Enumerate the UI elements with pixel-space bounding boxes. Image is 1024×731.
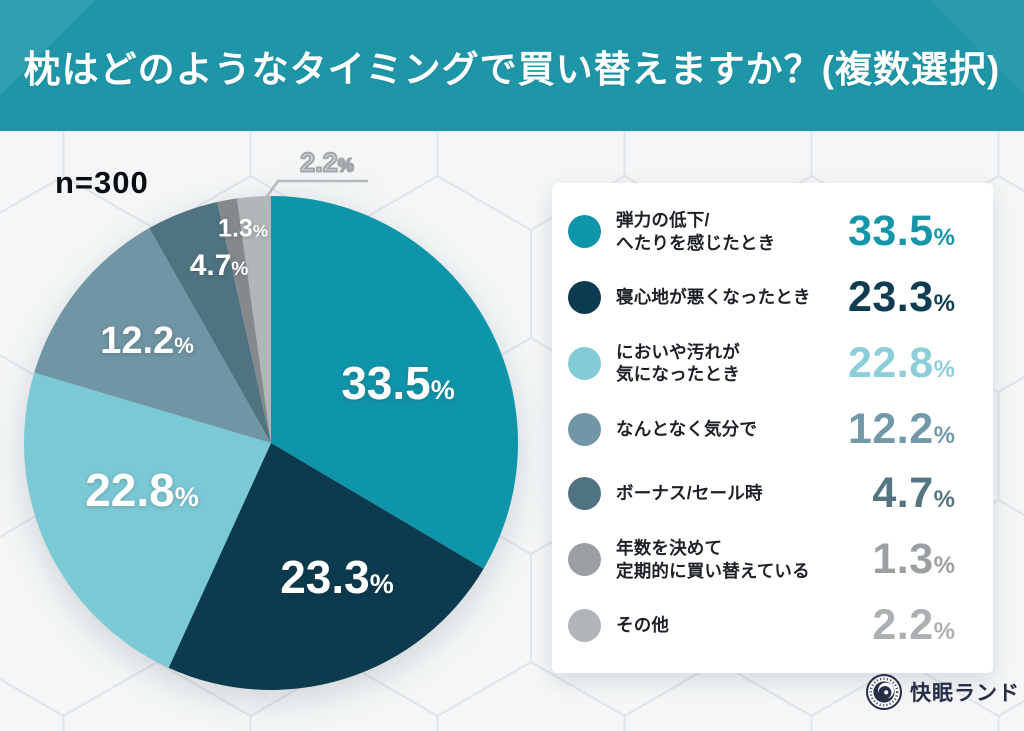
page-header: 枕はどのようなタイミングで買い替えますか？(複数選択)	[0, 0, 1024, 131]
pie-outside-label-6: 2.2%	[299, 147, 355, 178]
legend-card: 弾力の低下/へたりを感じたとき 33.5% 寝心地が悪くなったとき 23.3% においや…	[552, 183, 993, 673]
pie-slice-4	[149, 201, 271, 443]
legend-label: 寝心地が悪くなったとき	[616, 287, 811, 308]
legend-label: その他	[616, 615, 670, 636]
legend-label: なんとなく気分で	[616, 418, 758, 439]
legend-dot-icon	[568, 608, 601, 642]
pie-value-label-3: 12.2%	[100, 320, 194, 362]
legend-value: 4.7%	[872, 469, 955, 518]
pie-slice-0	[271, 196, 518, 569]
legend-label: 弾力の低下/へたりを感じたとき	[616, 210, 776, 253]
legend-value: 22.8%	[847, 338, 955, 387]
legend-dot-icon	[568, 412, 601, 446]
pie-value-label-1: 23.3%	[280, 551, 394, 603]
pie-chart-svg	[24, 179, 518, 691]
legend-row-2: においや汚れが 気になったとき 22.8%	[568, 341, 955, 387]
legend-value: 1.3%	[872, 535, 955, 584]
legend-value: 33.5%	[847, 207, 955, 256]
chart-title: 枕はどのようなタイミングで買い替えますか？(複数選択)	[23, 48, 1001, 90]
legend-label: 年数を決めて 定期的に買い替えている	[616, 537, 810, 581]
pie-slice-2	[24, 372, 271, 668]
legend-dot-icon	[568, 477, 601, 511]
pie-slice-6	[236, 196, 271, 443]
legend-row-0: 弾力の低下/へたりを感じたとき 33.5%	[568, 209, 955, 255]
pie-slice-5	[217, 198, 271, 443]
pie-value-label-2: 22.8%	[85, 464, 199, 516]
brand-block: 快眠ランド	[866, 674, 1020, 710]
legend-label: ボーナス/セール時	[616, 483, 763, 504]
sample-size-label: n=300	[55, 165, 149, 200]
brand-name: 快眠ランド	[910, 682, 1020, 705]
legend-row-1: 寝心地が悪くなったとき 23.3%	[568, 276, 955, 319]
legend-dot-icon	[568, 281, 601, 315]
callout-leader-line	[261, 179, 368, 203]
pie-value-label-5: 1.3%	[218, 214, 268, 243]
legend-value: 2.2%	[872, 600, 955, 649]
legend-row-5: 年数を決めて 定期的に買い替えている 1.3%	[568, 537, 955, 583]
legend-dot-icon	[568, 346, 601, 380]
legend-row-3: なんとなく気分で 12.2%	[568, 404, 955, 453]
pie-slice-3	[34, 228, 271, 443]
kaimin-land-logo-icon	[866, 674, 902, 710]
pie-value-label-0: 33.5%	[341, 357, 455, 409]
legend-dot-icon	[568, 215, 601, 249]
legend-dot-icon	[568, 543, 601, 577]
legend-row-4: ボーナス/セール時 4.7%	[568, 472, 955, 515]
legend-value: 23.3%	[847, 273, 955, 322]
legend-row-6: その他 2.2%	[568, 600, 955, 649]
pie-slice-1	[168, 443, 484, 691]
legend-value: 12.2%	[847, 404, 955, 453]
pie-value-label-4: 4.7%	[189, 249, 249, 282]
legend-label: においや汚れが 気になったとき	[616, 341, 740, 385]
